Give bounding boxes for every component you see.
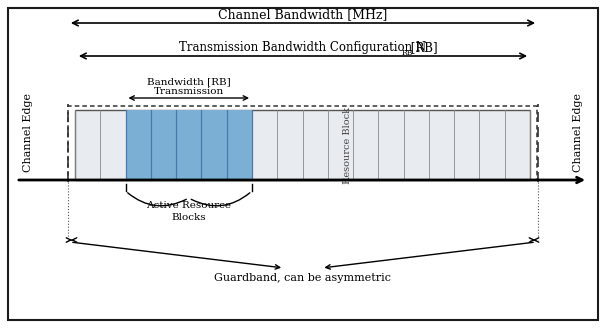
Text: Bandwidth [RB]: Bandwidth [RB]	[147, 77, 231, 86]
Text: Guardband, can be asymmetric: Guardband, can be asymmetric	[215, 273, 391, 283]
Text: Channel Edge: Channel Edge	[23, 93, 33, 173]
Text: Channel Edge: Channel Edge	[573, 93, 583, 173]
Text: RB: RB	[402, 49, 413, 57]
Text: Transmission: Transmission	[154, 87, 224, 96]
Bar	[75, 110, 530, 180]
Text: Resource Block: Resource Block	[344, 107, 353, 183]
Text: [RB]: [RB]	[407, 41, 438, 54]
Text: Transmission Bandwidth Configuration N: Transmission Bandwidth Configuration N	[179, 41, 427, 54]
Bar	[125, 110, 252, 180]
Bar	[68, 106, 537, 180]
Text: Channel Bandwidth [MHz]: Channel Bandwidth [MHz]	[218, 8, 388, 21]
Text: Active Resource
Blocks: Active Resource Blocks	[146, 201, 231, 222]
